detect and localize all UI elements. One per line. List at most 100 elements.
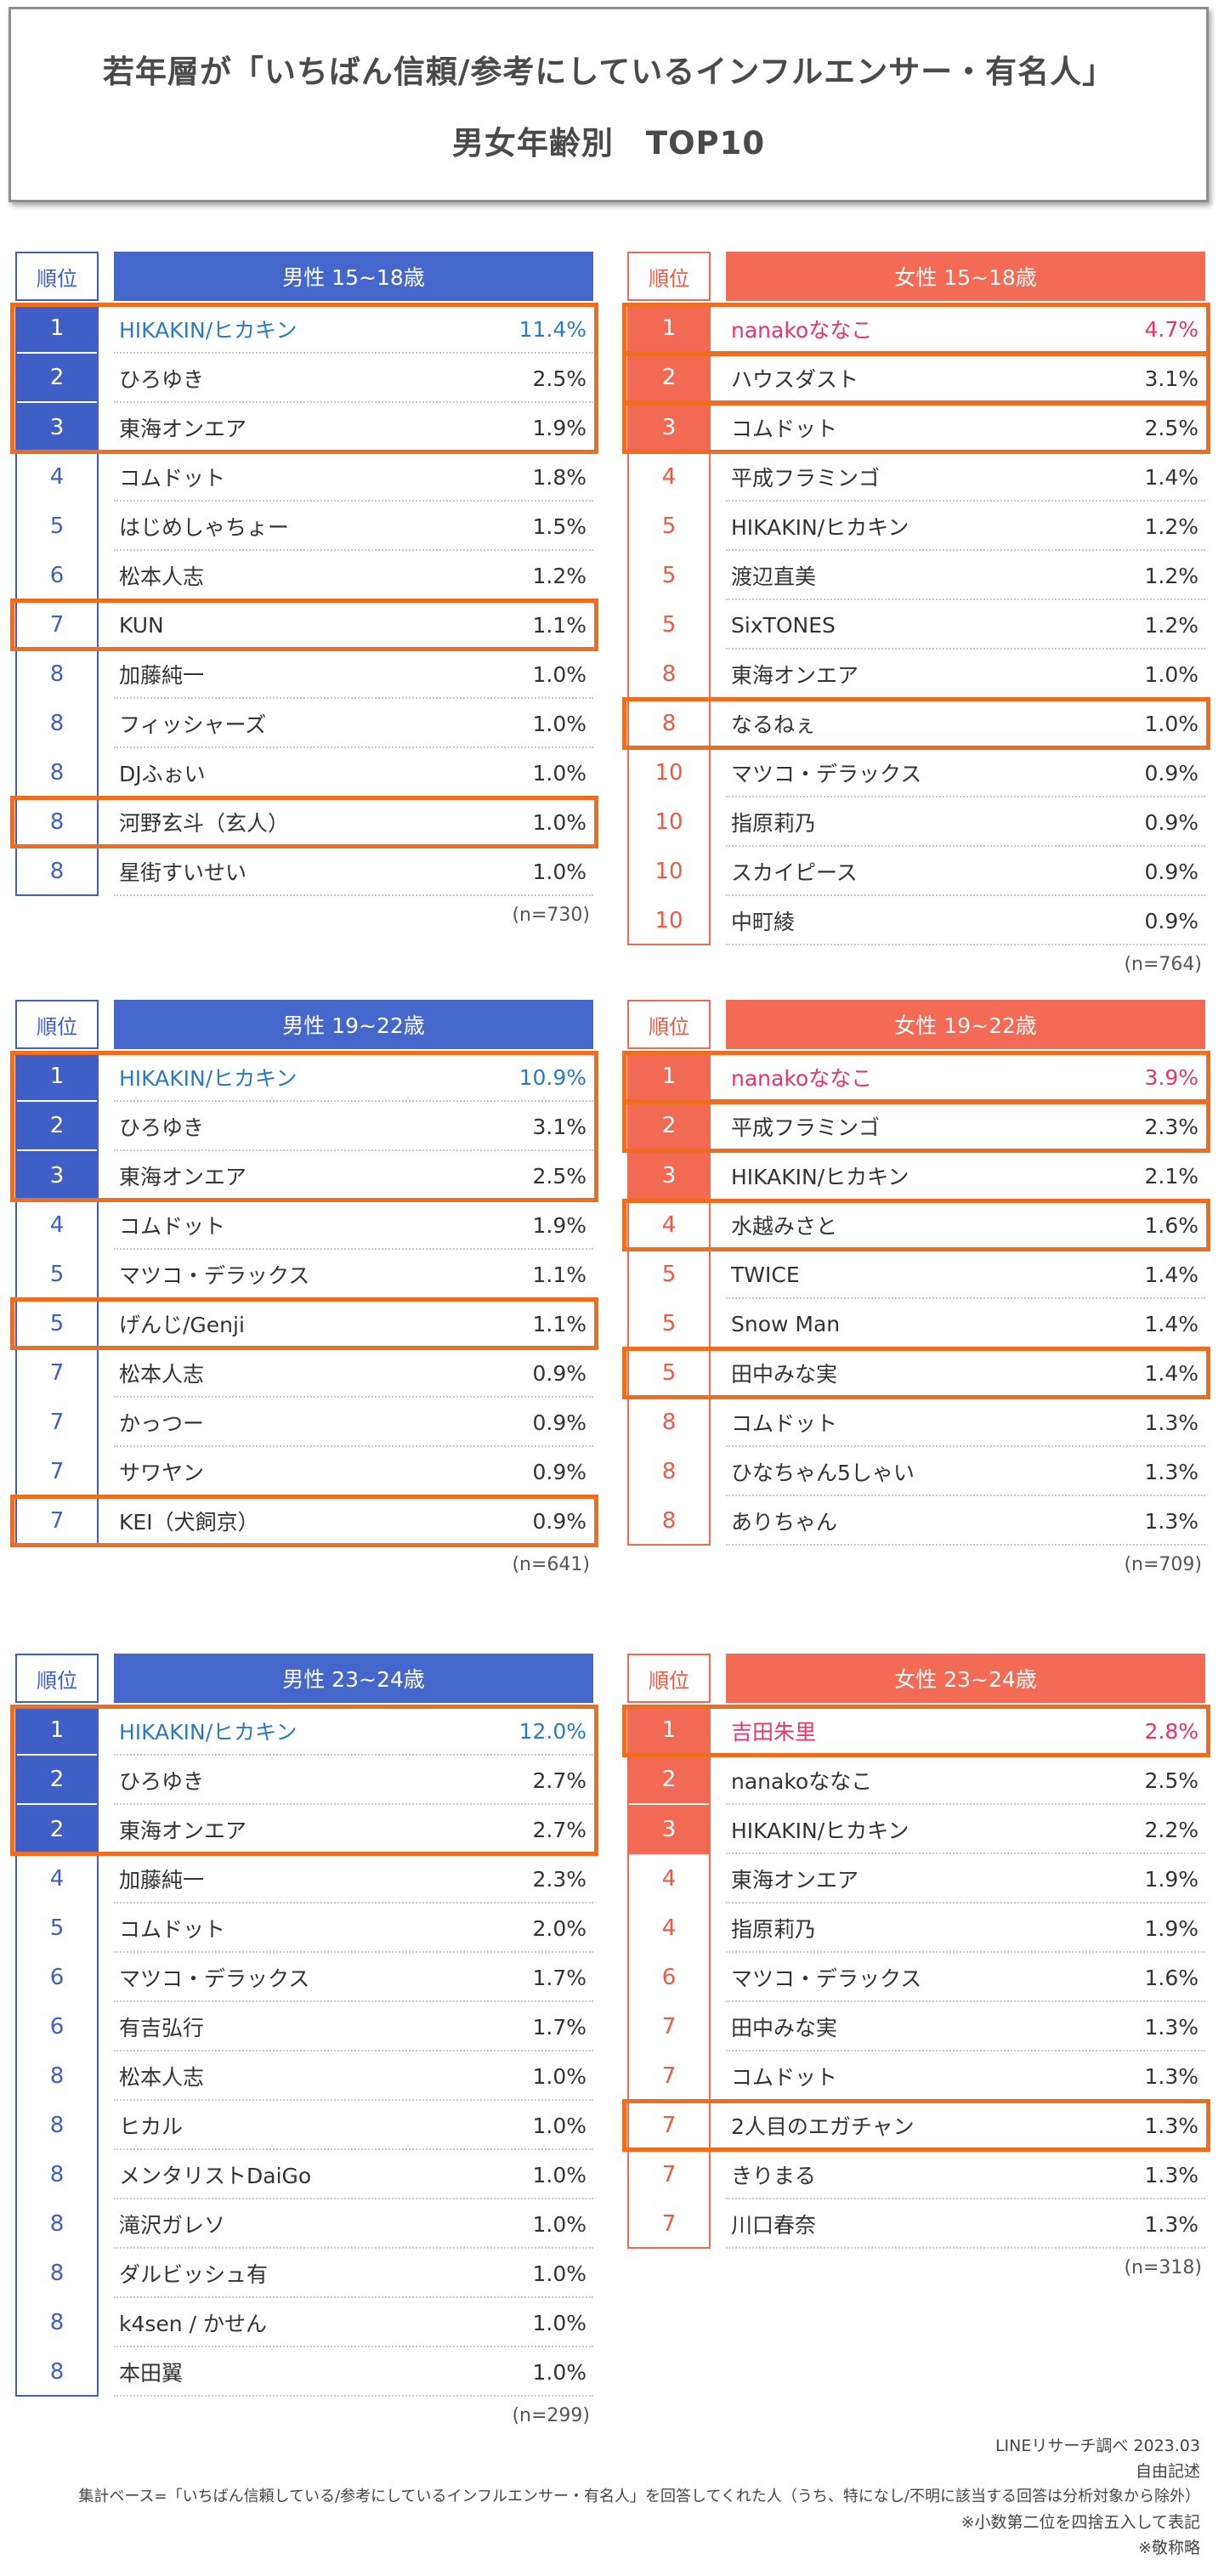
rank-column-header: 順位 bbox=[627, 1000, 711, 1049]
table-header: 順位 男性 19~22歳 bbox=[15, 1000, 593, 1049]
footer-source: LINEリサーチ調べ 2023.03 bbox=[994, 2437, 1200, 2455]
table-row: 7 KUN 1.1% bbox=[15, 600, 593, 650]
table-row: 8 コムドット 1.3% bbox=[627, 1398, 1205, 1447]
table-row: 3 コムドット 2.5% bbox=[627, 403, 1205, 452]
table-row: 8 東海オンエア 1.0% bbox=[627, 650, 1205, 699]
name-cell: 東海オンエア bbox=[731, 1868, 859, 1892]
rank-cell: 3 bbox=[17, 1151, 97, 1200]
percent-cell: 1.9% bbox=[532, 1212, 586, 1238]
table-row: 4 東海オンエア 1.9% bbox=[627, 1854, 1205, 1904]
percent-cell: 1.1% bbox=[532, 1262, 586, 1287]
table-row: 5 はじめしゃちょー 1.5% bbox=[15, 502, 593, 551]
percent-cell: 1.8% bbox=[532, 464, 586, 490]
percent-cell: 1.9% bbox=[1144, 1866, 1198, 1892]
rank-cell: 7 bbox=[661, 2113, 677, 2138]
ranking-table-male: 順位 男性 23~24歳 1 HIKAKIN/ヒカキン 12.0% 2 ひろゆき 2.7% 2 東… bbox=[10, 1654, 598, 2439]
rank-cell: 8 bbox=[49, 2162, 65, 2187]
name-cell: DJふぉい bbox=[119, 762, 206, 786]
row-divider bbox=[726, 599, 1205, 600]
percent-cell: 2.5% bbox=[532, 366, 586, 391]
rank-cell: 1 bbox=[629, 1053, 709, 1102]
sample-size-label: (n=299) bbox=[512, 2405, 590, 2426]
name-cell: HIKAKIN/ヒカキン bbox=[731, 1165, 910, 1189]
percent-cell: 2.8% bbox=[1144, 1718, 1198, 1744]
row-divider bbox=[726, 944, 1205, 945]
table-row: 5 TWICE 1.4% bbox=[627, 1250, 1205, 1299]
rank-cell: 8 bbox=[49, 809, 65, 835]
row-divider bbox=[114, 746, 593, 748]
percent-cell: 0.9% bbox=[532, 1459, 586, 1484]
table-row: 2 ハウスダスト 3.1% bbox=[627, 354, 1205, 403]
footer-base: 集計ベース=「いちばん信頼している/参考にしているインフルエンサー・有名人」を回… bbox=[78, 2488, 1200, 2505]
rank-cell: 6 bbox=[49, 1965, 65, 1990]
rank-cell: 7 bbox=[49, 1410, 65, 1435]
name-cell: マツコ・デラックス bbox=[731, 762, 922, 786]
name-cell: TWICE bbox=[731, 1262, 800, 1287]
name-cell: 星街すいせい bbox=[119, 860, 247, 885]
row-divider bbox=[114, 1248, 593, 1250]
percent-cell: 1.0% bbox=[532, 2310, 586, 2335]
percent-cell: 1.4% bbox=[1144, 1262, 1198, 1287]
table-row: 5 渡辺直美 1.2% bbox=[627, 551, 1205, 600]
table-header: 順位 女性 15~18歳 bbox=[627, 252, 1205, 301]
row-divider bbox=[114, 2050, 593, 2051]
name-cell: 本田翼 bbox=[119, 2361, 184, 2386]
row-divider bbox=[726, 1495, 1205, 1496]
name-cell: HIKAKIN/ヒカキン bbox=[731, 515, 910, 540]
table-row: 2 平成フラミンゴ 2.3% bbox=[627, 1102, 1205, 1151]
name-cell: コムドット bbox=[119, 466, 226, 491]
name-cell: 渡辺直美 bbox=[731, 565, 817, 589]
row-divider bbox=[726, 1445, 1205, 1447]
rank-cell: 10 bbox=[654, 760, 683, 786]
row-divider bbox=[726, 845, 1205, 847]
row-divider bbox=[726, 500, 1205, 502]
footer-notes: LINEリサーチ調べ 2023.03 自由記述 集計ベース=「いちばん信頼してい… bbox=[78, 2433, 1200, 2561]
row-divider bbox=[726, 796, 1205, 797]
percent-cell: 1.6% bbox=[1144, 1212, 1198, 1238]
name-cell: マツコ・デラックス bbox=[119, 1966, 310, 1991]
percent-cell: 0.9% bbox=[1144, 859, 1198, 884]
group-column-header: 女性 15~18歳 bbox=[726, 252, 1205, 301]
name-cell: 東海オンエア bbox=[119, 1165, 247, 1189]
rank-cell: 4 bbox=[661, 1866, 677, 1892]
table-row: 8 ひなちゃん5しゃい 1.3% bbox=[627, 1447, 1205, 1496]
table-row: 8 本田翼 1.0% bbox=[15, 2347, 593, 2397]
table-row: 4 加藤純一 2.3% bbox=[15, 1854, 593, 1904]
ranking-table-male: 順位 男性 15~18歳 1 HIKAKIN/ヒカキン 11.4% 2 ひろゆき 2.5% 3 東… bbox=[10, 252, 598, 939]
group-column-header: 男性 15~18歳 bbox=[114, 252, 593, 301]
rank-cell: 5 bbox=[661, 1262, 677, 1287]
rank-cell: 10 bbox=[654, 859, 683, 884]
table-row: 5 田中みな実 1.4% bbox=[627, 1348, 1205, 1398]
rank-cell: 8 bbox=[661, 1410, 677, 1435]
rank-cell: 5 bbox=[661, 563, 677, 588]
percent-cell: 0.9% bbox=[1144, 908, 1198, 933]
table-row: 5 SixTONES 1.2% bbox=[627, 600, 1205, 650]
table-row: 4 平成フラミンゴ 1.4% bbox=[627, 452, 1205, 502]
row-divider bbox=[114, 2346, 593, 2347]
row-divider bbox=[726, 894, 1205, 896]
percent-cell: 1.7% bbox=[532, 2014, 586, 2040]
table-header: 順位 男性 15~18歳 bbox=[15, 252, 593, 301]
rank-cell: 10 bbox=[654, 908, 683, 933]
rank-cell: 8 bbox=[661, 1459, 677, 1484]
name-cell: ひろゆき bbox=[119, 1769, 205, 1794]
table-row: 4 コムドット 1.9% bbox=[15, 1200, 593, 1250]
table-row: 1 nanakoななこ 3.9% bbox=[627, 1053, 1205, 1102]
table-row: 6 マツコ・デラックス 1.6% bbox=[627, 1953, 1205, 2002]
name-cell: 東海オンエア bbox=[731, 663, 859, 688]
percent-cell: 1.0% bbox=[532, 859, 586, 884]
rank-cell: 3 bbox=[629, 403, 709, 452]
rank-column-header: 順位 bbox=[627, 1654, 711, 1703]
table-row: 7 2人目のエガチャン 1.3% bbox=[627, 2101, 1205, 2150]
name-cell: Snow Man bbox=[731, 1311, 841, 1336]
rank-cell: 3 bbox=[629, 1151, 709, 1200]
percent-cell: 4.7% bbox=[1144, 316, 1198, 342]
table-row: 1 HIKAKIN/ヒカキン 10.9% bbox=[15, 1053, 593, 1102]
rank-cell: 5 bbox=[661, 1311, 677, 1336]
name-cell: 松本人志 bbox=[119, 1362, 205, 1387]
table-row: 10 マツコ・デラックス 0.9% bbox=[627, 748, 1205, 797]
percent-cell: 1.2% bbox=[1144, 513, 1198, 539]
table-row: 1 吉田朱里 2.8% bbox=[627, 1706, 1205, 1756]
name-cell: 加藤純一 bbox=[119, 1868, 205, 1892]
table-row: 1 HIKAKIN/ヒカキン 12.0% bbox=[15, 1706, 593, 1756]
